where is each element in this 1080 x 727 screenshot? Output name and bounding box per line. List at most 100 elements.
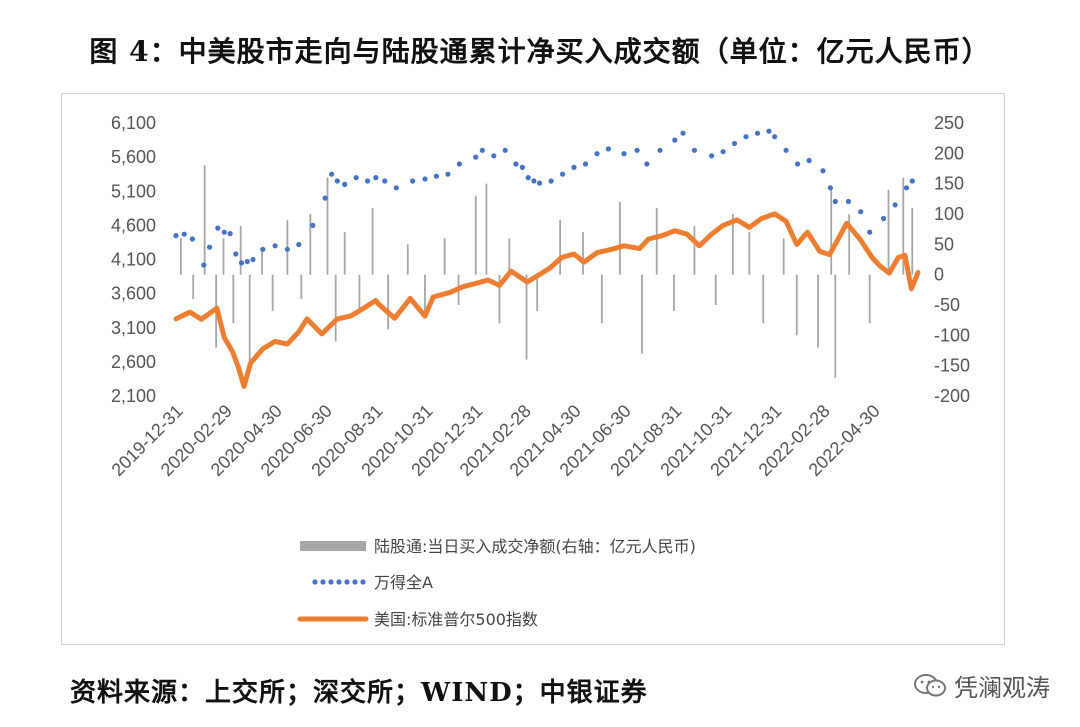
wind-a-point — [672, 137, 678, 143]
wind-a-point — [238, 260, 245, 266]
right-tick-label: 0 — [934, 265, 944, 285]
wind-a-point — [827, 185, 834, 191]
wind-a-point — [525, 175, 531, 181]
wind-a-point — [296, 241, 302, 248]
wind-a-point — [479, 147, 485, 153]
net-buy-bar — [300, 274, 303, 299]
wind-a-point — [382, 178, 388, 184]
wind-a-point — [342, 181, 348, 187]
net-buy-bar — [192, 274, 195, 299]
wind-a-point — [272, 243, 278, 249]
right-axis: 250 200 150 100 50 0 -50 -100 -150 -200 — [934, 113, 970, 406]
chat-bubbles-icon — [914, 673, 946, 696]
wind-a-layer — [173, 128, 915, 268]
wind-a-point — [867, 229, 873, 235]
net-buy-bar — [508, 238, 511, 275]
wind-a-point — [393, 185, 399, 191]
wind-a-point — [582, 161, 589, 167]
net-buy-bar — [673, 274, 675, 312]
net-buy-bar — [834, 274, 837, 378]
wind-a-point — [189, 236, 195, 242]
net-buy-bar — [271, 274, 274, 312]
wind-a-point — [353, 175, 359, 181]
wind-a-point — [605, 146, 612, 152]
legend-dot-swatch — [344, 579, 350, 585]
net-buy-bar — [326, 177, 329, 275]
wind-a-point — [560, 171, 566, 177]
net-buy-bar — [902, 177, 905, 275]
right-tick-label: -200 — [934, 386, 970, 406]
wind-a-point — [903, 185, 910, 191]
wind-a-point — [365, 178, 371, 184]
wind-a-point — [709, 153, 715, 159]
watermark: 凭澜观涛 — [914, 668, 1050, 703]
net-buy-bar — [655, 207, 658, 275]
net-buy-bar — [762, 274, 765, 324]
left-tick-label: 6,100 — [111, 113, 156, 133]
legend-label: 陆股通:当日买入成交净额(右轴：亿元人民币) — [374, 537, 696, 556]
wind-a-point — [260, 246, 266, 252]
legend-item: 陆股通:当日买入成交净额(右轴：亿元人民币) — [300, 537, 696, 556]
wind-a-point — [832, 198, 838, 205]
wind-a-point — [491, 153, 497, 159]
wind-a-point — [754, 130, 761, 136]
legend-label: 美国:标准普尔500指数 — [374, 610, 538, 629]
net-buy-bar — [911, 207, 914, 275]
net-buy-bar — [887, 189, 890, 275]
net-buy-bar — [387, 274, 390, 330]
wind-a-point — [244, 258, 250, 265]
wind-a-point — [743, 134, 749, 140]
wind-a-point — [720, 149, 726, 155]
legend-dot-swatch — [352, 579, 358, 585]
net-buy-bar — [239, 226, 242, 275]
net-buy-bar — [641, 274, 643, 354]
sp500-layer — [173, 211, 921, 389]
wind-a-point — [644, 161, 650, 167]
legend: 陆股通:当日买入成交净额(右轴：亿元人民币) 万得全A 美国:标准普尔500指数 — [297, 537, 696, 629]
right-tick-label: 50 — [934, 234, 954, 254]
left-tick-label: 3,600 — [111, 284, 156, 304]
legend-dot-swatch — [328, 579, 334, 585]
net-buy-bar — [474, 195, 477, 275]
net-buy-bar — [371, 207, 374, 275]
legend-label: 万得全A — [374, 573, 433, 592]
wind-a-point — [207, 244, 213, 250]
right-tick-label: 100 — [934, 204, 964, 224]
net-buy-bar — [732, 214, 734, 275]
legend-item: 万得全A — [312, 573, 433, 592]
net-buy-bar — [618, 201, 621, 275]
net-buy-bar — [830, 189, 833, 275]
left-tick-label: 5,100 — [111, 181, 156, 201]
left-tick-label: 4,100 — [111, 250, 156, 270]
wind-a-point — [456, 161, 462, 167]
chart-frame — [61, 93, 1005, 645]
wind-a-point — [680, 130, 686, 136]
net-buy-bar — [406, 244, 409, 275]
wind-a-point — [519, 164, 526, 170]
right-tick-label: 250 — [934, 113, 964, 133]
wind-a-point — [334, 178, 340, 184]
wind-a-point — [691, 147, 698, 153]
left-tick-label: 3,100 — [111, 318, 156, 338]
wind-a-point — [537, 180, 543, 186]
net-buy-bar — [261, 250, 263, 275]
wind-a-point — [772, 134, 778, 140]
wind-a-point — [215, 225, 221, 231]
wind-a-point — [201, 262, 207, 268]
left-tick-label: 5,600 — [111, 147, 156, 167]
wind-a-point — [571, 164, 577, 170]
wind-a-point — [310, 222, 316, 228]
net-buy-bar — [748, 232, 751, 275]
wind-a-point — [181, 231, 187, 237]
wind-a-point — [858, 209, 864, 215]
net-buy-bar — [817, 274, 819, 348]
wind-a-point — [322, 195, 328, 201]
sp500-line — [173, 211, 921, 389]
net-buy-bar — [559, 220, 562, 275]
wind-a-point — [820, 168, 826, 174]
wind-a-point — [531, 178, 537, 184]
source-note: 资料来源：上交所；深交所；WIND；中银证券 — [70, 678, 648, 708]
net-buy-bar — [222, 238, 225, 275]
legend-dot-swatch — [336, 579, 342, 585]
